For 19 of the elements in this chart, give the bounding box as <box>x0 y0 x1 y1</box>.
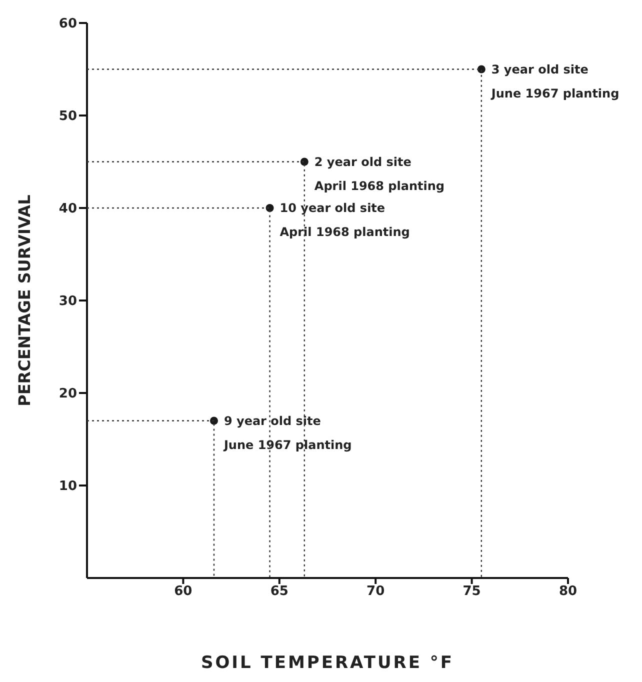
y-axis-title: PERCENTAGE SURVIVAL <box>15 194 34 406</box>
y-tick-label: 10 <box>58 479 77 494</box>
x-tick-label: 60 <box>174 584 192 600</box>
point <box>300 158 308 166</box>
y-tick-label: 40 <box>58 202 77 217</box>
y-tick-label: 60 <box>58 16 77 32</box>
x-tick-label: 70 <box>366 584 385 600</box>
y-tick-label: 20 <box>58 386 77 402</box>
x-axis-title: SOIL TEMPERATURE °F <box>200 653 454 673</box>
x-tick-label: 65 <box>270 584 288 600</box>
y-tick-label: 30 <box>58 294 77 310</box>
annotation: 10 year old site April 1968 planting <box>280 201 410 239</box>
x-tick-label: 75 <box>462 584 481 600</box>
annotation: 2 year old site April 1968 planting <box>314 154 445 193</box>
y-tick-label: 50 <box>58 109 77 124</box>
annotation: 3 year old site June 1967 planting <box>490 62 620 100</box>
x-tick-label: 80 <box>558 584 578 600</box>
annotation: 9 year old site June 1967 planting <box>222 414 352 452</box>
point <box>210 416 218 425</box>
